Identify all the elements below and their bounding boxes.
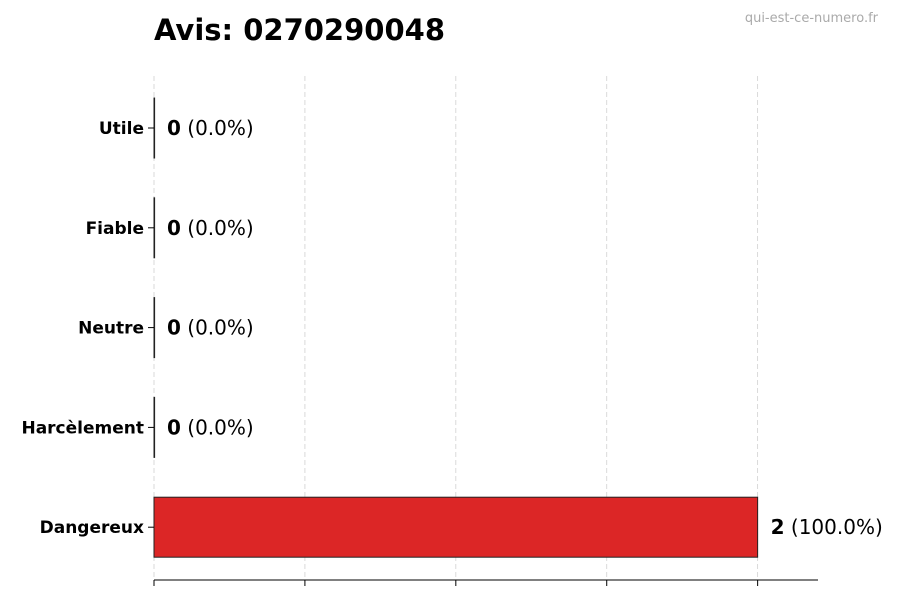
y-tick-label: Harcèlement [21, 418, 144, 438]
data-label-percent: (0.0%) [181, 415, 254, 439]
y-tick-label: Fiable [86, 219, 144, 239]
data-label-value: 0 [167, 316, 181, 340]
data-label: 0 (0.0%) [167, 415, 254, 439]
data-label-percent: (100.0%) [785, 515, 883, 539]
data-label-percent: (0.0%) [181, 216, 254, 240]
data-label-percent: (0.0%) [181, 116, 254, 140]
bar-neutre [153, 297, 156, 359]
y-tick-label: Neutre [78, 319, 144, 339]
data-label-percent: (0.0%) [181, 316, 254, 340]
data-label-value: 0 [167, 415, 181, 439]
data-label-value: 2 [771, 515, 785, 539]
data-label: 0 (0.0%) [167, 316, 254, 340]
bar-dangereux [153, 496, 759, 558]
bar-utile [153, 97, 156, 159]
y-tick-label: Utile [99, 119, 144, 139]
data-label-value: 0 [167, 216, 181, 240]
chart-title: Avis: 0270290048 [154, 13, 445, 47]
data-label-value: 0 [167, 116, 181, 140]
data-label: 0 (0.0%) [167, 216, 254, 240]
bar-harcèlement [153, 396, 156, 458]
data-label: 0 (0.0%) [167, 116, 254, 140]
bar-fiable [153, 197, 156, 259]
y-tick-label: Dangereux [40, 518, 144, 538]
data-label: 2 (100.0%) [771, 515, 883, 539]
watermark: qui-est-ce-numero.fr [745, 11, 879, 26]
